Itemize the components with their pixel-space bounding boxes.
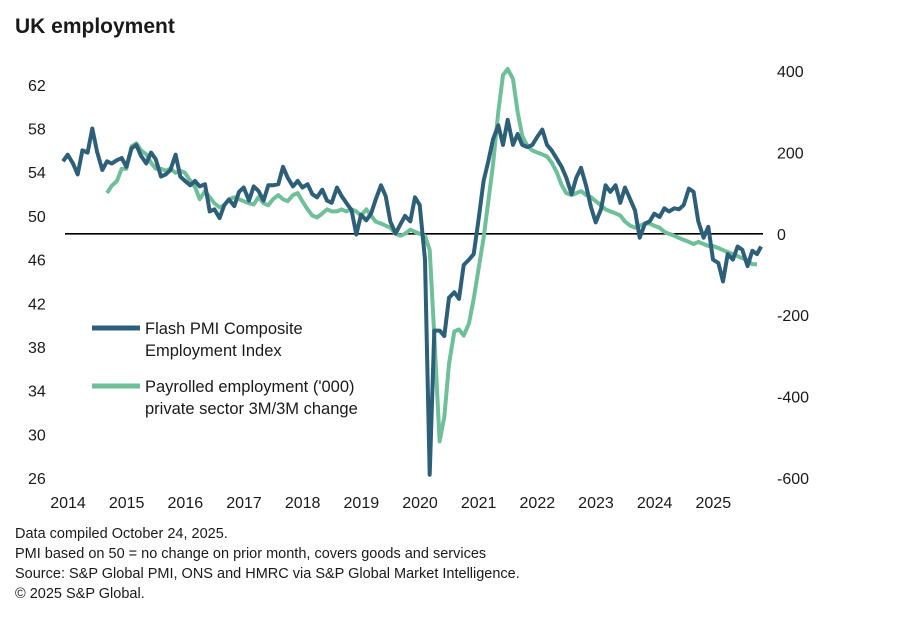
x-tick-label: 2014: [50, 495, 86, 512]
footer-pmi-note: PMI based on 50 = no change on prior mon…: [15, 546, 487, 562]
y-left-tick-label: 62: [28, 78, 46, 95]
y-left-tick-label: 54: [28, 165, 46, 182]
pmi-series-line: [61, 117, 763, 477]
x-tick-label: 2025: [696, 495, 732, 512]
y-left-tick-label: 34: [28, 384, 46, 401]
chart-title: UK employment: [15, 15, 175, 38]
y-right-tick-label: -600: [777, 471, 809, 488]
y-right-axis: 400 200 0 -200 -400 -600: [777, 64, 809, 488]
legend-label-pmi-2: Employment Index: [145, 342, 282, 360]
y-left-tick-label: 26: [28, 471, 46, 488]
y-left-tick-label: 46: [28, 253, 46, 270]
legend-label-payroll-1: Payrolled employment ('000): [145, 378, 355, 396]
x-tick-label: 2016: [168, 495, 204, 512]
y-left-tick-label: 42: [28, 296, 46, 313]
x-tick-label: 2020: [402, 495, 438, 512]
footer-source: Source: S&P Global PMI, ONS and HMRC via…: [15, 566, 520, 582]
x-tick-label: 2021: [461, 495, 497, 512]
y-right-tick-label: 0: [777, 227, 786, 244]
x-axis: 2014 2015 2016 2017 2018 2019 2020 2021 2022 2023…: [50, 495, 731, 512]
footer-compiled-date: Data compiled October 24, 2025.: [15, 526, 228, 542]
legend-label-payroll-2: private sector 3M/3M change: [145, 400, 358, 418]
y-right-tick-label: -200: [777, 308, 809, 325]
x-tick-label: 2015: [109, 495, 145, 512]
employment-chart: 62 58 54 50 46 42 38 34 30 26 400 200 0 -200 -400 -600…: [28, 64, 809, 512]
footer-copyright: © 2025 S&P Global.: [15, 586, 145, 602]
legend-label-pmi-1: Flash PMI Composite: [145, 320, 303, 338]
y-right-tick-label: 200: [777, 145, 804, 162]
x-tick-label: 2024: [637, 495, 673, 512]
x-tick-label: 2017: [226, 495, 262, 512]
y-left-tick-label: 30: [28, 427, 46, 444]
x-tick-label: 2019: [344, 495, 380, 512]
y-right-tick-label: 400: [777, 64, 804, 81]
legend: Flash PMI Composite Employment Index Pay…: [92, 320, 358, 418]
x-tick-label: 2023: [578, 495, 614, 512]
y-left-tick-label: 50: [28, 209, 46, 226]
y-left-tick-label: 58: [28, 122, 46, 139]
y-left-axis: 62 58 54 50 46 42 38 34 30 26: [28, 78, 46, 488]
y-left-tick-label: 38: [28, 340, 46, 357]
footer-notes: Data compiled October 24, 2025. PMI base…: [15, 524, 520, 604]
y-right-tick-label: -400: [777, 390, 809, 407]
x-tick-label: 2018: [285, 495, 321, 512]
x-tick-label: 2022: [520, 495, 556, 512]
